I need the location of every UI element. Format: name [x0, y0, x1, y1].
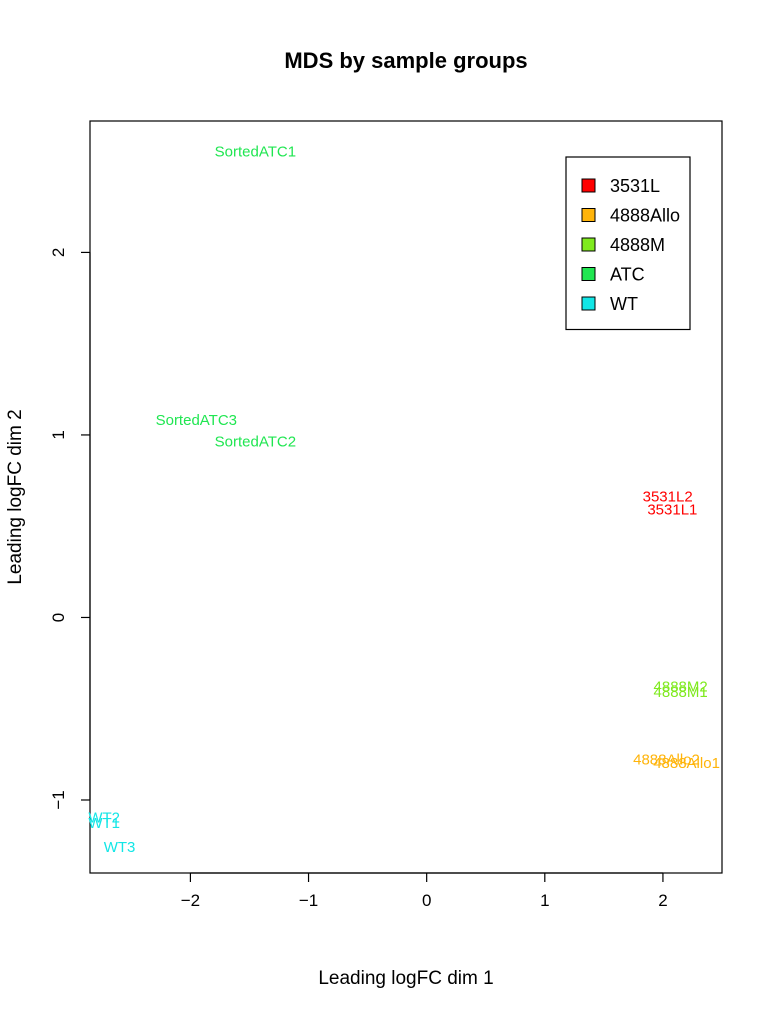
- y-axis-label: Leading logFC dim 2: [5, 409, 26, 584]
- legend-label: 3531L: [610, 176, 660, 196]
- x-axis-label: Leading logFC dim 1: [318, 968, 493, 989]
- x-tick-label: −2: [181, 891, 200, 910]
- point-label: 4888M1: [654, 684, 708, 701]
- legend-swatch: [581, 178, 596, 193]
- point-label: WT1: [88, 815, 120, 832]
- chart-title: MDS by sample groups: [284, 48, 527, 73]
- legend-swatch: [581, 208, 596, 222]
- y-tick-label: 2: [49, 248, 68, 257]
- point-label: 3531L2: [643, 489, 693, 506]
- legend-label: 4888Allo: [610, 206, 680, 226]
- legend-swatch: [581, 237, 596, 252]
- point-label: SortedATC2: [215, 434, 296, 451]
- point-label: 3531L1: [647, 501, 697, 518]
- x-axis: −2 −1 0 1 2: [181, 872, 668, 910]
- y-tick-label: 0: [49, 613, 68, 622]
- point-label: 4888Allo1: [653, 755, 720, 772]
- x-tick-label: 1: [540, 891, 549, 910]
- point-label: WT2: [88, 810, 120, 827]
- legend-label: WT: [610, 294, 638, 314]
- point-label: WT3: [104, 839, 136, 856]
- y-axis: −1 0 1 2: [49, 248, 91, 810]
- y-tick-label: 1: [49, 430, 68, 439]
- legend-label: 4888M: [610, 235, 665, 255]
- y-tick-label: −1: [49, 790, 68, 809]
- legend-swatch: [581, 296, 596, 311]
- legend-label: ATC: [610, 265, 645, 285]
- point-label: SortedATC1: [215, 144, 296, 161]
- point-label: 4888Allo2: [633, 751, 700, 768]
- point-label: SortedATC3: [156, 412, 237, 429]
- x-tick-label: −1: [299, 891, 318, 910]
- x-tick-label: 0: [422, 891, 431, 910]
- legend-swatch: [581, 267, 596, 281]
- legend: 3531L 4888Allo 4888M ATC WT: [565, 156, 691, 331]
- point-labels: SortedATC1SortedATC3SortedATC23531L23531…: [88, 144, 720, 856]
- x-tick-label: 2: [658, 891, 667, 910]
- point-label: 4888M2: [654, 678, 708, 695]
